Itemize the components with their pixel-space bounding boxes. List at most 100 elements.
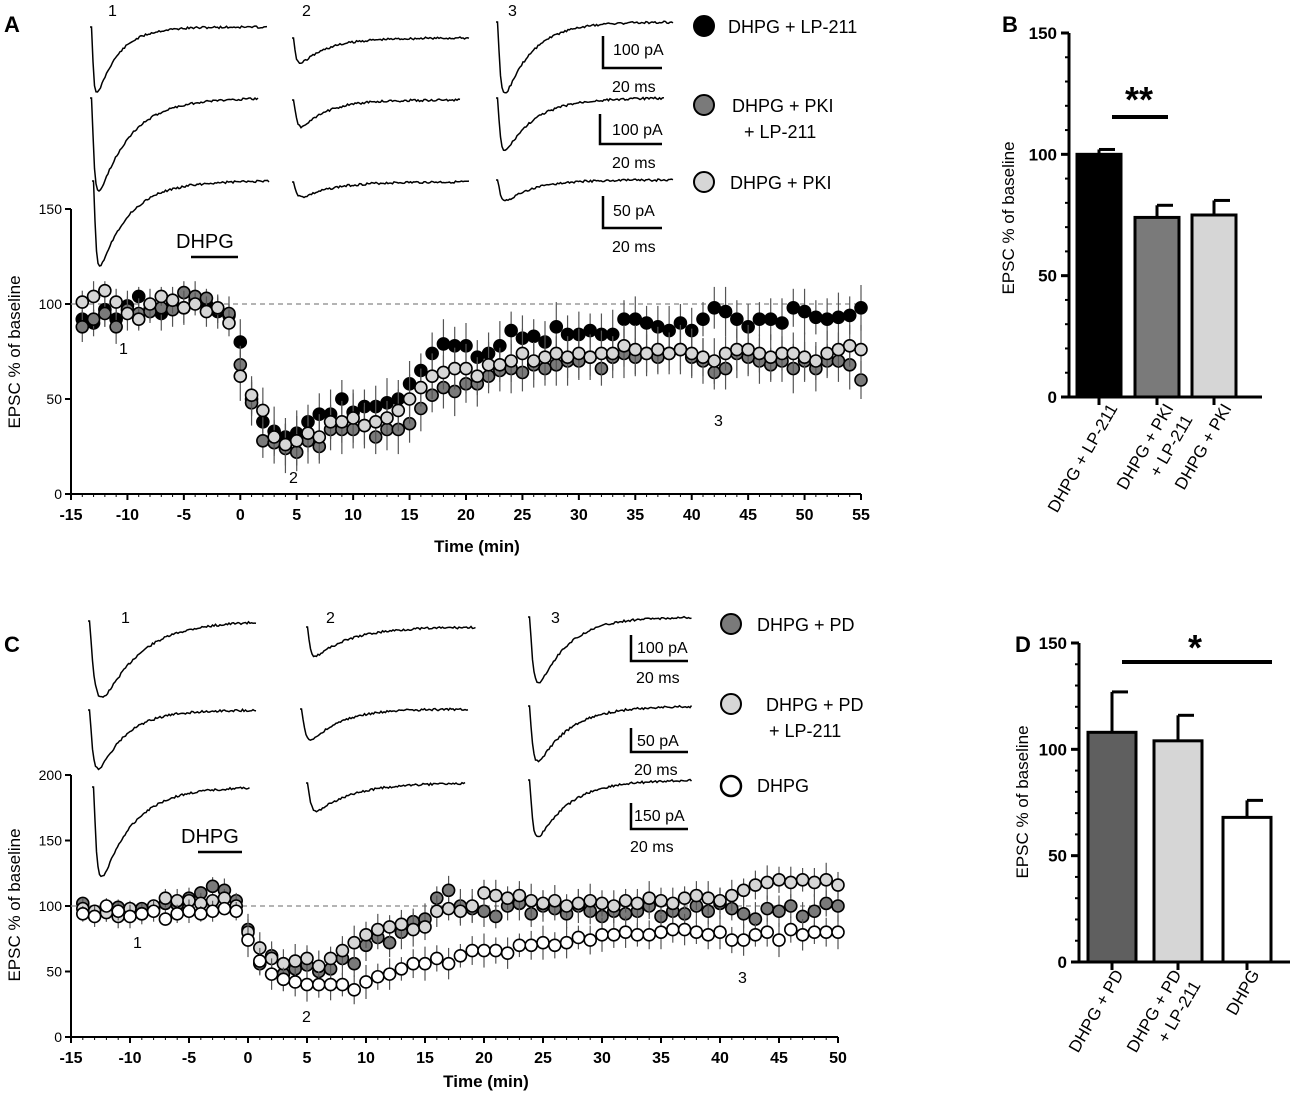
scale-amp-label: 100 pA xyxy=(613,42,664,59)
panel-d-bar-chart: 0 50 100 150 EPSC % of baseline * DHPG + PD… xyxy=(1013,627,1290,1056)
data-point xyxy=(98,283,112,298)
legend-item: DHPG + LP-211 xyxy=(693,15,857,37)
x-tick-label: 30 xyxy=(570,507,588,524)
legend-marker xyxy=(693,171,715,193)
epsc-trace xyxy=(292,36,470,65)
x-tick-label: 45 xyxy=(770,1050,788,1067)
data-point xyxy=(170,907,184,921)
data-point xyxy=(583,933,598,947)
data-point xyxy=(436,337,451,351)
data-point xyxy=(854,342,868,357)
data-point xyxy=(382,967,397,981)
x-tick-label: 40 xyxy=(683,507,701,524)
data-point xyxy=(488,943,503,958)
epsc-trace xyxy=(528,704,693,763)
data-point xyxy=(854,300,868,315)
data-point xyxy=(654,893,668,908)
y-tick-label: 100 xyxy=(1029,145,1057,164)
data-point xyxy=(775,316,789,330)
data-point xyxy=(642,928,657,942)
y-tick-label: 100 xyxy=(39,898,63,914)
scale-time-label: 20 ms xyxy=(634,762,678,779)
data-point xyxy=(783,875,798,890)
data-point xyxy=(199,304,214,319)
data-point xyxy=(504,354,518,368)
data-point xyxy=(684,346,699,361)
data-point xyxy=(512,938,527,953)
trace-label-2: 2 xyxy=(302,3,311,20)
data-point xyxy=(382,920,397,934)
data-point xyxy=(288,975,303,989)
x-tick-label: 10 xyxy=(357,1050,375,1067)
data-point xyxy=(86,312,101,327)
data-point xyxy=(406,922,421,937)
category-label: DHPG + PD + LP-211 xyxy=(1123,967,1205,1056)
data-point xyxy=(628,342,643,357)
data-point xyxy=(267,430,281,444)
x-tick-label: -5 xyxy=(182,1050,196,1067)
bar xyxy=(1086,730,1138,964)
bar xyxy=(1075,152,1123,399)
data-point xyxy=(689,925,704,940)
data-point xyxy=(617,338,631,353)
x-tick-label: 25 xyxy=(534,1050,552,1067)
x-tick-label: 35 xyxy=(652,1050,670,1067)
significance-bracket: * xyxy=(1122,627,1272,668)
panel-c-plot: 0 50 100 150 200 -15 -10 -5 0 5 10 15 20 25 30 35 40 45 50 xyxy=(39,767,847,1067)
data-point xyxy=(736,907,751,921)
x-tick-label: -10 xyxy=(118,1050,141,1067)
legend-item: DHPG + PD + LP-211 xyxy=(720,693,864,741)
data-point xyxy=(488,909,503,924)
data-point xyxy=(98,306,112,321)
data-point xyxy=(662,346,676,361)
data-point xyxy=(718,346,733,361)
data-point xyxy=(677,891,692,905)
data-point xyxy=(311,977,326,992)
data-point xyxy=(222,316,236,330)
data-point xyxy=(346,411,360,425)
x-tick-label: 15 xyxy=(401,507,419,524)
data-point xyxy=(477,904,491,919)
data-point xyxy=(264,967,279,981)
x-axis-label: Time (min) xyxy=(434,537,520,556)
data-point xyxy=(418,920,432,934)
y-axis-label: EPSC % of baseline xyxy=(999,141,1018,294)
data-point xyxy=(571,896,586,911)
x-tick-label: 10 xyxy=(344,507,362,524)
data-point xyxy=(819,896,834,911)
x-tick-label: 35 xyxy=(626,507,644,524)
drug-bar-label: DHPG xyxy=(181,826,239,848)
data-point xyxy=(123,909,137,924)
data-point xyxy=(229,904,243,919)
y-tick-label: 150 xyxy=(1039,634,1067,653)
data-point xyxy=(730,342,744,357)
data-point xyxy=(760,901,775,916)
time-marker-1: 1 xyxy=(119,341,128,358)
data-point xyxy=(763,350,778,365)
data-point xyxy=(559,935,574,950)
data-point xyxy=(205,879,220,894)
data-point xyxy=(783,899,798,913)
data-point xyxy=(583,350,597,365)
data-point xyxy=(244,388,259,403)
scale-amp-label: 150 pA xyxy=(634,808,685,825)
data-point xyxy=(394,962,409,976)
data-point xyxy=(724,888,739,903)
data-point xyxy=(205,904,220,919)
scale-time-label: 20 ms xyxy=(612,155,656,172)
data-point xyxy=(109,319,123,334)
data-point xyxy=(76,907,90,921)
data-point xyxy=(165,293,180,308)
trace-label-3: 3 xyxy=(508,3,517,20)
epsc-trace xyxy=(292,98,461,129)
epsc-trace xyxy=(528,778,693,838)
data-point xyxy=(86,289,101,304)
data-point xyxy=(158,891,173,905)
data-point xyxy=(842,308,857,323)
data-point xyxy=(347,983,362,997)
data-point xyxy=(854,373,868,387)
y-axis-label: EPSC % of baseline xyxy=(5,828,24,981)
epsc-trace xyxy=(292,180,470,199)
data-point xyxy=(831,342,846,357)
panel-a-example-traces xyxy=(90,20,674,267)
